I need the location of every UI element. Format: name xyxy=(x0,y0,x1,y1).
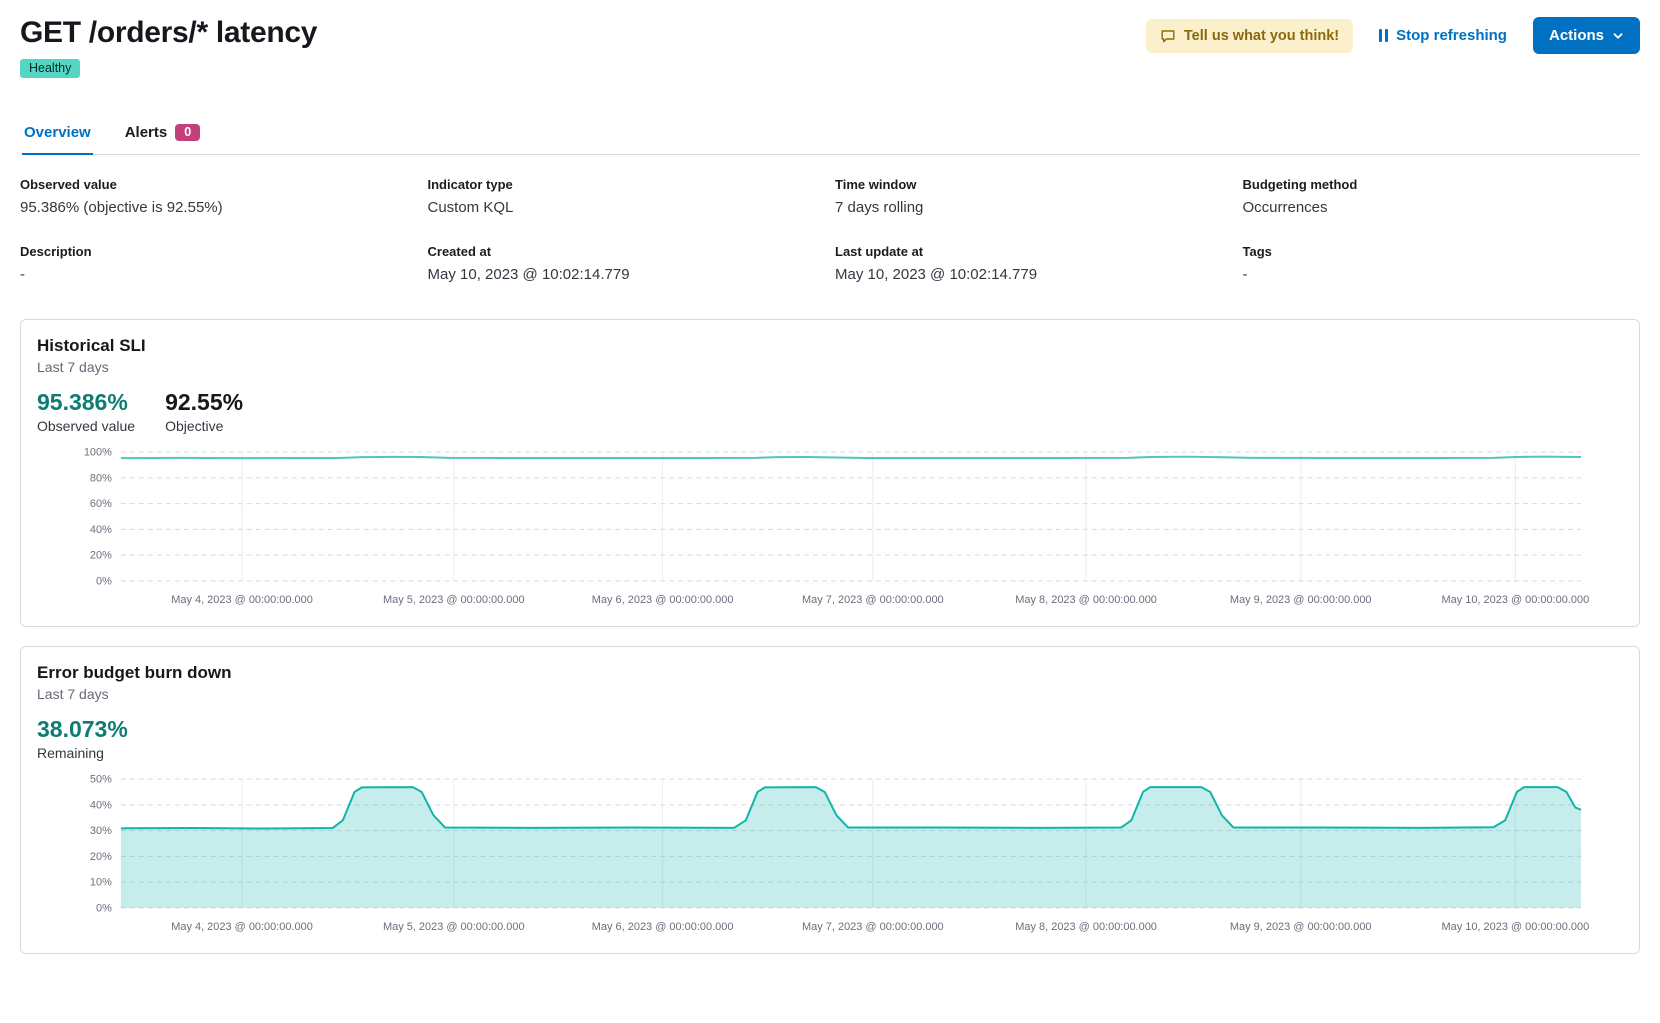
chevron-down-icon xyxy=(1612,30,1624,42)
tab-overview-label: Overview xyxy=(24,124,91,141)
definition-value: May 10, 2023 @ 10:02:14.779 xyxy=(835,266,1233,283)
objective-stat: 92.55% Objective xyxy=(165,389,243,434)
remaining-label: Remaining xyxy=(37,745,128,761)
svg-text:May 6, 2023 @ 00:00:00.000: May 6, 2023 @ 00:00:00.000 xyxy=(592,594,734,606)
svg-text:May 10, 2023 @ 00:00:00.000: May 10, 2023 @ 00:00:00.000 xyxy=(1441,594,1589,606)
definition-value: - xyxy=(1243,266,1641,283)
svg-text:20%: 20% xyxy=(90,550,112,562)
remaining-number: 38.073% xyxy=(37,716,128,743)
svg-text:40%: 40% xyxy=(90,799,112,811)
objective-number: 92.55% xyxy=(165,389,243,416)
definition-last-update-at: Last update at May 10, 2023 @ 10:02:14.7… xyxy=(835,244,1233,283)
svg-text:May 8, 2023 @ 00:00:00.000: May 8, 2023 @ 00:00:00.000 xyxy=(1015,921,1157,933)
svg-text:May 10, 2023 @ 00:00:00.000: May 10, 2023 @ 00:00:00.000 xyxy=(1441,921,1589,933)
definition-label: Description xyxy=(20,244,418,259)
observed-value-label: Observed value xyxy=(37,418,135,434)
definition-budgeting-method: Budgeting method Occurrences xyxy=(1243,177,1641,216)
tab-overview[interactable]: Overview xyxy=(22,116,93,154)
definition-tags: Tags - xyxy=(1243,244,1641,283)
actions-button[interactable]: Actions xyxy=(1533,17,1640,54)
definition-observed-value: Observed value 95.386% (objective is 92.… xyxy=(20,177,418,216)
definition-list: Observed value 95.386% (objective is 92.… xyxy=(20,177,1640,283)
definition-value: 7 days rolling xyxy=(835,199,1233,216)
svg-text:50%: 50% xyxy=(90,774,112,786)
svg-text:80%: 80% xyxy=(90,472,112,484)
definition-value: Custom KQL xyxy=(428,199,826,216)
definition-label: Last update at xyxy=(835,244,1233,259)
tab-alerts-label: Alerts xyxy=(125,124,168,141)
svg-text:0%: 0% xyxy=(96,902,112,914)
tab-alerts[interactable]: Alerts 0 xyxy=(123,116,203,154)
definition-label: Created at xyxy=(428,244,826,259)
feedback-button[interactable]: Tell us what you think! xyxy=(1146,19,1353,53)
definition-value: Occurrences xyxy=(1243,199,1641,216)
stop-refreshing-label: Stop refreshing xyxy=(1396,27,1507,44)
historical-sli-panel: Historical SLI Last 7 days 95.386% Obser… xyxy=(20,319,1640,627)
panel-title: Historical SLI xyxy=(37,336,1623,356)
page-title: GET /orders/* latency xyxy=(20,14,317,52)
svg-text:100%: 100% xyxy=(84,447,112,459)
alerts-count-badge: 0 xyxy=(175,124,200,141)
svg-text:30%: 30% xyxy=(90,825,112,837)
feedback-button-label: Tell us what you think! xyxy=(1184,28,1339,44)
pause-icon xyxy=(1379,29,1388,42)
remaining-stat: 38.073% Remaining xyxy=(37,716,128,761)
actions-button-label: Actions xyxy=(1549,27,1604,44)
stop-refreshing-button[interactable]: Stop refreshing xyxy=(1379,27,1507,44)
slo-detail-page: GET /orders/* latency Healthy Tell us wh… xyxy=(0,0,1660,1023)
panel-title: Error budget burn down xyxy=(37,663,1623,683)
definition-value: May 10, 2023 @ 10:02:14.779 xyxy=(428,266,826,283)
status-badge: Healthy xyxy=(20,59,80,78)
svg-text:May 8, 2023 @ 00:00:00.000: May 8, 2023 @ 00:00:00.000 xyxy=(1015,594,1157,606)
svg-text:10%: 10% xyxy=(90,877,112,889)
error-budget-stats: 38.073% Remaining xyxy=(37,716,1623,761)
historical-sli-chart[interactable]: 0% 20% 40% 60% 80% 100% May 4, 2023 @ 00:00:00… xyxy=(37,442,1623,610)
svg-text:60%: 60% xyxy=(90,498,112,510)
objective-label: Objective xyxy=(165,418,243,434)
svg-text:40%: 40% xyxy=(90,524,112,536)
speech-bubble-icon xyxy=(1160,28,1176,44)
svg-text:May 5, 2023 @ 00:00:00.000: May 5, 2023 @ 00:00:00.000 xyxy=(383,921,525,933)
definition-label: Observed value xyxy=(20,177,418,192)
svg-text:May 6, 2023 @ 00:00:00.000: May 6, 2023 @ 00:00:00.000 xyxy=(592,921,734,933)
definition-value: - xyxy=(20,266,418,283)
definition-time-window: Time window 7 days rolling xyxy=(835,177,1233,216)
definition-description: Description - xyxy=(20,244,418,283)
definition-label: Tags xyxy=(1243,244,1641,259)
svg-text:May 7, 2023 @ 00:00:00.000: May 7, 2023 @ 00:00:00.000 xyxy=(802,594,944,606)
definition-label: Time window xyxy=(835,177,1233,192)
observed-value-number: 95.386% xyxy=(37,389,135,416)
definition-created-at: Created at May 10, 2023 @ 10:02:14.779 xyxy=(428,244,826,283)
header-actions: Tell us what you think! Stop refreshing … xyxy=(1146,17,1640,54)
svg-text:May 7, 2023 @ 00:00:00.000: May 7, 2023 @ 00:00:00.000 xyxy=(802,921,944,933)
page-header: GET /orders/* latency Healthy Tell us wh… xyxy=(20,14,1640,78)
svg-text:May 9, 2023 @ 00:00:00.000: May 9, 2023 @ 00:00:00.000 xyxy=(1230,594,1372,606)
svg-text:20%: 20% xyxy=(90,851,112,863)
sli-stats: 95.386% Observed value 92.55% Objective xyxy=(37,389,1623,434)
title-block: GET /orders/* latency Healthy xyxy=(20,14,317,78)
definition-value: 95.386% (objective is 92.55%) xyxy=(20,199,418,216)
svg-text:0%: 0% xyxy=(96,575,112,587)
svg-text:May 4, 2023 @ 00:00:00.000: May 4, 2023 @ 00:00:00.000 xyxy=(171,594,313,606)
definition-label: Indicator type xyxy=(428,177,826,192)
panel-subtitle: Last 7 days xyxy=(37,686,1623,702)
error-budget-panel: Error budget burn down Last 7 days 38.07… xyxy=(20,646,1640,954)
error-budget-chart[interactable]: 0% 10% 20% 30% 40% 50% May 4, 2023 @ 00:00:00.… xyxy=(37,769,1623,937)
definition-indicator-type: Indicator type Custom KQL xyxy=(428,177,826,216)
definition-label: Budgeting method xyxy=(1243,177,1641,192)
svg-text:May 4, 2023 @ 00:00:00.000: May 4, 2023 @ 00:00:00.000 xyxy=(171,921,313,933)
tab-bar: Overview Alerts 0 xyxy=(20,116,1640,155)
svg-text:May 5, 2023 @ 00:00:00.000: May 5, 2023 @ 00:00:00.000 xyxy=(383,594,525,606)
observed-value-stat: 95.386% Observed value xyxy=(37,389,135,434)
svg-text:May 9, 2023 @ 00:00:00.000: May 9, 2023 @ 00:00:00.000 xyxy=(1230,921,1372,933)
panel-subtitle: Last 7 days xyxy=(37,359,1623,375)
